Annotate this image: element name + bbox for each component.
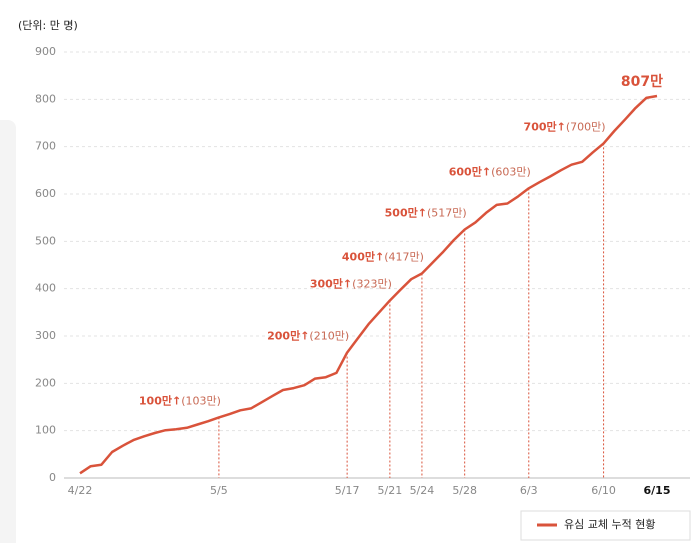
x-tick-label: 5/17: [335, 484, 360, 497]
value-label: 807만: [621, 74, 663, 90]
y-tick-label: 900: [35, 45, 56, 58]
y-tick-label: 600: [35, 187, 56, 200]
annotation-detail: (103만): [181, 394, 221, 407]
unit-label: (단위: 만 명): [18, 19, 78, 32]
annotation-label: 100만↑: [139, 393, 181, 407]
line: [79, 94, 658, 475]
annotation: 300만↑(323만): [310, 277, 392, 291]
annotation-label: 400만↑: [342, 250, 384, 264]
annotation-detail: (417만): [384, 251, 424, 264]
annotation-detail: (700만): [566, 120, 606, 133]
y-tick-label: 800: [35, 92, 56, 105]
annotation-detail: (210만): [309, 330, 349, 343]
y-tick-label: 500: [35, 234, 56, 247]
x-tick-label: 6/15: [644, 484, 671, 497]
x-tick-label: 5/24: [410, 484, 435, 497]
annotation-label: 200만↑: [267, 329, 309, 343]
annotation: 500만↑(517만): [385, 206, 467, 220]
y-tick-label: 100: [35, 424, 56, 437]
annotation-label: 500만↑: [385, 206, 427, 220]
annotation: 200만↑(210만): [267, 329, 349, 343]
x-tick-label: 6/10: [591, 484, 616, 497]
y-tick-label: 400: [35, 282, 56, 295]
y-tick-label: 700: [35, 140, 56, 153]
x-tick-label: 4/22: [68, 484, 93, 497]
y-tick-label: 0: [49, 471, 56, 484]
side-panel: [0, 120, 16, 547]
annotation-detail: (323만): [352, 278, 392, 291]
annotation-label: 700만↑: [524, 119, 566, 133]
annotation: 100만↑(103만): [139, 393, 221, 407]
annotation: 600만↑(603만): [449, 164, 531, 178]
annotation: 400만↑(417만): [342, 250, 424, 264]
x-tick-label: 6/3: [520, 484, 538, 497]
x-tick-label: 5/21: [378, 484, 403, 497]
y-tick-label: 200: [35, 376, 56, 389]
legend-label: 유심 교체 누적 현황: [564, 518, 655, 531]
annotation: 700만↑(700만): [524, 119, 606, 133]
y-tick-label: 300: [35, 329, 56, 342]
x-tick-label: 5/28: [452, 484, 477, 497]
annotation-detail: (603만): [491, 165, 531, 178]
annotation-label: 300만↑: [310, 277, 352, 291]
annotation-detail: (517만): [427, 207, 467, 220]
x-tick-label: 5/5: [210, 484, 228, 497]
annotation-label: 600만↑: [449, 164, 491, 178]
